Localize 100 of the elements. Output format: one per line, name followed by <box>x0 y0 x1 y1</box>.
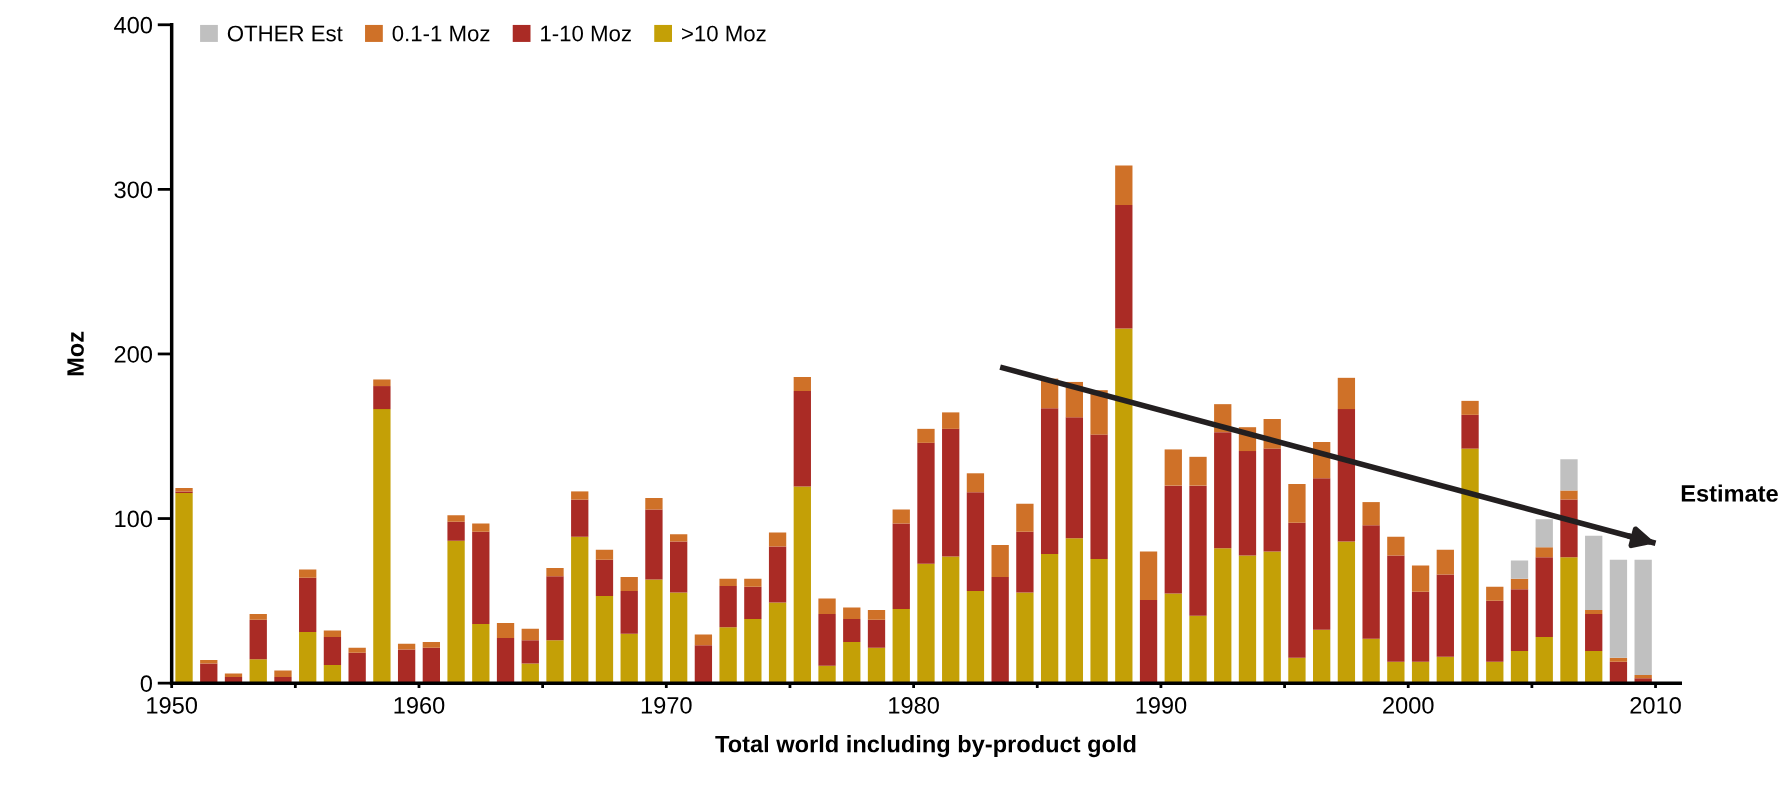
bar <box>991 576 1009 684</box>
bar <box>1313 629 1331 684</box>
bar <box>917 563 935 684</box>
bar <box>843 618 861 642</box>
bar <box>1585 609 1603 615</box>
x-axis-title: Total world including by-product gold <box>715 735 1136 758</box>
bar <box>818 598 836 615</box>
bar <box>966 492 985 591</box>
bar <box>793 486 811 684</box>
text: Estimate <box>1681 484 1778 502</box>
bar <box>1288 483 1306 523</box>
legend-label: 0.1-1 Moz <box>392 25 490 42</box>
bar <box>1164 449 1182 486</box>
bar <box>1189 615 1207 684</box>
bar <box>719 627 737 684</box>
bar <box>1139 551 1158 601</box>
bar <box>496 637 515 684</box>
bar <box>917 428 935 443</box>
bar <box>768 602 787 684</box>
bar <box>1362 525 1380 639</box>
bar <box>1634 559 1652 675</box>
bar <box>694 645 713 684</box>
bar <box>1535 547 1553 558</box>
bar <box>1461 414 1479 449</box>
x-tick-label: 1980 <box>889 696 939 714</box>
bar <box>620 633 638 684</box>
bar <box>1164 593 1182 684</box>
bar <box>1535 557 1553 638</box>
bar <box>274 670 292 678</box>
bar <box>966 473 985 493</box>
bar <box>1090 558 1108 684</box>
bar <box>892 523 910 610</box>
bar <box>768 546 787 603</box>
bar <box>521 628 539 641</box>
bar <box>1560 557 1578 684</box>
bar <box>571 536 589 684</box>
bar <box>1411 591 1430 662</box>
bar <box>1016 592 1034 684</box>
bar <box>793 390 811 487</box>
y-tick-label: 200 <box>114 346 152 363</box>
x-tick-label: 1970 <box>641 696 692 714</box>
y-tick-label: 0 <box>140 675 152 692</box>
bar <box>744 578 762 587</box>
bar <box>1436 574 1454 657</box>
bar <box>1411 565 1430 592</box>
bar <box>1214 432 1232 549</box>
bar <box>175 493 193 684</box>
y-tick-label: 300 <box>114 181 152 199</box>
bar <box>1263 448 1281 552</box>
bar <box>1461 448 1479 684</box>
bar <box>1337 409 1356 542</box>
bar <box>1387 661 1405 684</box>
bar <box>1263 551 1281 684</box>
bar <box>744 618 762 684</box>
bar <box>744 586 762 619</box>
bar <box>496 623 515 638</box>
bar <box>1510 651 1529 684</box>
bar <box>348 647 366 653</box>
bar <box>1238 451 1257 556</box>
bar <box>1585 614 1603 652</box>
bar <box>595 549 614 560</box>
bar <box>1510 560 1529 579</box>
bar <box>323 630 342 638</box>
bar <box>1214 548 1232 684</box>
bar <box>1585 651 1603 684</box>
bar <box>942 556 960 684</box>
bar <box>645 579 663 684</box>
bar <box>1238 555 1257 684</box>
bar <box>892 609 910 684</box>
bar <box>1016 531 1034 593</box>
bar <box>595 559 614 596</box>
bar <box>1535 519 1553 548</box>
bar <box>818 614 836 666</box>
x-tick-label: 1950 <box>147 696 198 714</box>
bar <box>422 642 441 648</box>
bar <box>249 659 267 684</box>
bar <box>472 523 490 532</box>
bar <box>942 428 960 557</box>
bar <box>1090 434 1108 559</box>
bar <box>917 442 935 564</box>
bar <box>843 642 861 684</box>
bar <box>1337 377 1356 410</box>
bar <box>373 409 391 684</box>
bar <box>224 673 243 678</box>
bar <box>1189 456 1207 486</box>
bar <box>991 544 1009 577</box>
bar <box>571 499 589 537</box>
bar <box>1313 478 1331 630</box>
bar <box>373 379 391 387</box>
bar <box>323 637 342 666</box>
bar <box>1362 638 1380 684</box>
bar <box>1362 502 1380 526</box>
bar <box>942 412 960 429</box>
bar <box>546 576 564 641</box>
x-tick-label: 2000 <box>1383 696 1434 714</box>
bar <box>521 640 539 664</box>
legend-label: >10 Moz <box>682 25 766 42</box>
bar <box>892 509 910 524</box>
y-tick-label: 400 <box>114 16 152 34</box>
bar <box>546 640 564 684</box>
